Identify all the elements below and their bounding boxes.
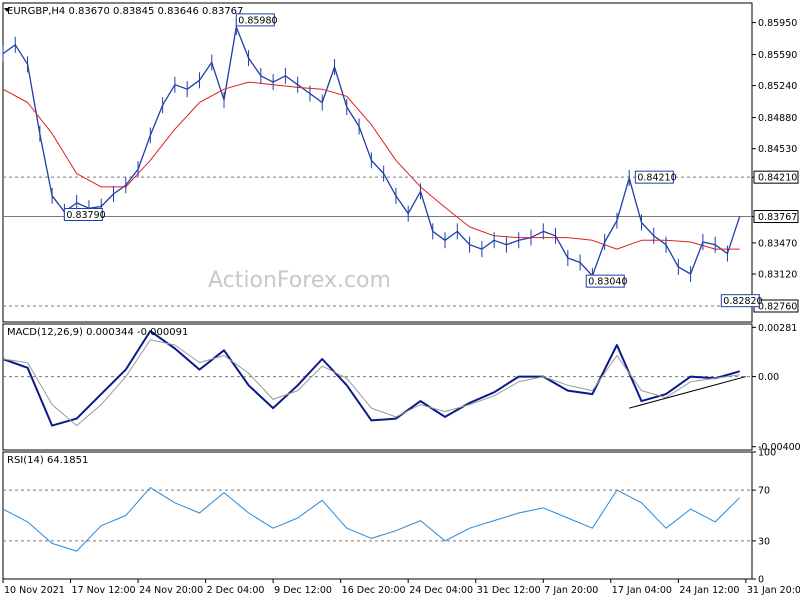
price-annotation-box [63,207,103,221]
x-tick-label: 24 Nov 20:00 [139,585,203,596]
x-tick-label: 16 Dec 20:00 [342,585,406,596]
x-tick-label: 7 Jan 20:00 [544,585,598,596]
rsi-series [2,487,741,552]
y-tick-label: 70 [758,486,770,497]
y-tick-label: 0.84210 [758,173,797,184]
x-tick-label: 17 Jan 04:00 [612,585,672,596]
signal-series [2,339,740,427]
price-annotation-label: 0.85980 [238,15,277,26]
y-tick-label: 0 [758,575,764,586]
chart-menu-icon [4,8,10,12]
panel-title: MACD(12,26,9) 0.000344 -0.000091 [7,327,188,338]
panel-title: RSI(14) 64.1851 [7,455,88,466]
y-tick-label: 30 [758,536,770,547]
x-tick-label: 2 Dec 04:00 [207,585,265,596]
panel-title: EURGBP,H4 0.83670 0.83845 0.83646 0.8376… [7,6,243,17]
y-tick-label: 0.83470 [758,238,797,249]
macd-trendline [629,376,746,409]
y-tick-label: 0.85590 [758,50,797,61]
x-tick-label: 31 Jan 20:00 [747,585,800,596]
price-annotation-label: 0.83790 [66,210,105,221]
watermark: ActionForex.com [208,268,391,293]
y-tick-label: 0.00 [758,372,779,383]
y-tick-label: 0.84880 [758,113,797,124]
y-tick-label: 0.83120 [758,270,797,281]
y-tick-label: 0.83767 [758,212,797,223]
y-tick-label: -0.004002 [758,442,800,453]
price-annotation-box [235,13,275,27]
y-tick-label: 0.84530 [758,144,797,155]
y-tick-highlight-box [753,170,799,184]
macd-series [2,330,740,427]
x-tick-label: 10 Nov 2021 [4,585,65,596]
panel-frame-price [2,2,753,323]
price-annotation-label: 0.84210 [637,173,676,184]
y-tick-label: 0.85240 [758,81,797,92]
price-annotation-box [720,294,760,308]
x-tick-label: 24 Dec 04:00 [409,585,473,596]
x-tick-label: 9 Dec 12:00 [274,585,332,596]
price-annotation-box [585,274,625,288]
y-tick-label: 0.00281 [758,323,797,334]
y-tick-label: 0.85950 [758,18,797,29]
x-tick-label: 31 Dec 12:00 [477,585,541,596]
x-tick-label: 24 Jan 12:00 [679,585,739,596]
panel-frame-rsi [2,451,753,580]
y-tick-label: 100 [758,448,776,459]
price-annotation-label: 0.83040 [588,277,627,288]
y-tick-label: 0.82760 [758,302,797,313]
price-annotation-label: 0.82820 [723,296,762,307]
panel-frame-macd [2,323,753,451]
price-series [2,26,741,277]
x-tick-label: 17 Nov 12:00 [72,585,136,596]
y-tick-highlight-box [753,210,799,224]
price-annotation-box [634,170,674,184]
